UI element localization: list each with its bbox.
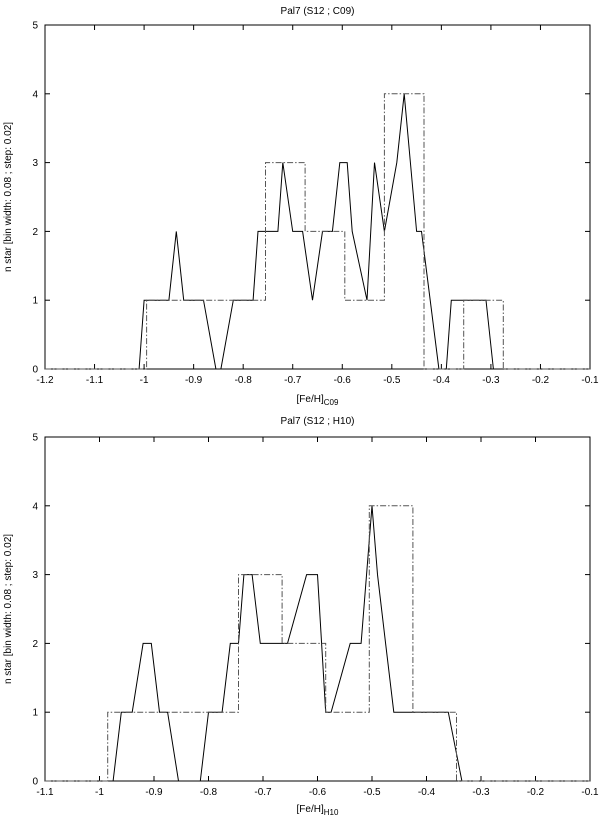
x-axis-label: [Fe/H]C09 [297,394,339,407]
x-tick-label: -0.8 [200,787,218,798]
chart-title: Pal7 (S12 ; C09) [281,6,355,17]
x-axis-label: [Fe/H]H10 [297,804,339,817]
x-tick-label: -1 [140,375,149,386]
x-tick-label: -0.5 [363,787,381,798]
y-tick-label: 0 [32,365,38,376]
x-axis-label-main: [Fe/H] [297,804,324,815]
x-tick-label: -1.1 [86,375,104,386]
x-tick-label: -0.7 [254,787,272,798]
x-tick-label: -0.3 [472,787,490,798]
series-line-solid [45,93,590,370]
y-tick-label: 0 [32,777,38,788]
y-tick-label: 3 [32,158,38,169]
x-axis-label-subscript: C09 [324,398,339,407]
chart-panel-c09: Pal7 (S12 ; C09) [Fe/H]C09 n star [bin w… [3,6,599,407]
y-tick-label: 4 [32,501,38,512]
y-tick-label: 1 [32,708,38,719]
y-tick-label: 2 [32,639,38,650]
x-tick-label: -1 [95,787,104,798]
x-tick-label: -0.9 [185,375,203,386]
series-line-dash-dot [45,505,590,782]
y-tick-label: 5 [32,433,38,444]
y-tick-label: 4 [32,89,38,100]
y-tick-label: 2 [32,227,38,238]
x-tick-label: -1.2 [36,375,54,386]
x-tick-label: -1.1 [36,787,54,798]
x-tick-label: -0.4 [418,787,436,798]
plot-frame [44,24,591,370]
x-axis-label-subscript: H10 [324,808,339,817]
x-tick-label: -0.6 [309,787,327,798]
x-axis-label-main: [Fe/H] [297,394,324,405]
x-tick-label: -0.7 [284,375,302,386]
chart-title: Pal7 (S12 ; H10) [281,416,355,427]
y-axis-label: n star [bin width: 0.08 ; step: 0.02] [3,122,14,272]
x-tick-label: -0.2 [532,375,550,386]
x-tick-label: -0.6 [334,375,352,386]
x-tick-label: -0.1 [581,375,599,386]
x-tick-label: -0.3 [482,375,500,386]
x-tick-label: -0.9 [145,787,163,798]
chart-panel-h10: Pal7 (S12 ; H10) [Fe/H]H10 n star [bin w… [3,416,599,817]
series-line-solid [45,505,590,782]
y-tick-label: 3 [32,570,38,581]
x-tick-label: -0.5 [383,375,401,386]
x-tick-label: -0.4 [433,375,451,386]
y-tick-label: 5 [32,21,38,32]
x-tick-label: -0.2 [527,787,545,798]
series-line-dash-dot [45,93,590,370]
x-tick-label: -0.1 [581,787,599,798]
y-axis-label: n star [bin width: 0.08 ; step: 0.02] [3,534,14,684]
y-tick-label: 1 [32,296,38,307]
x-tick-label: -0.8 [235,375,253,386]
plot-frame [44,436,591,782]
